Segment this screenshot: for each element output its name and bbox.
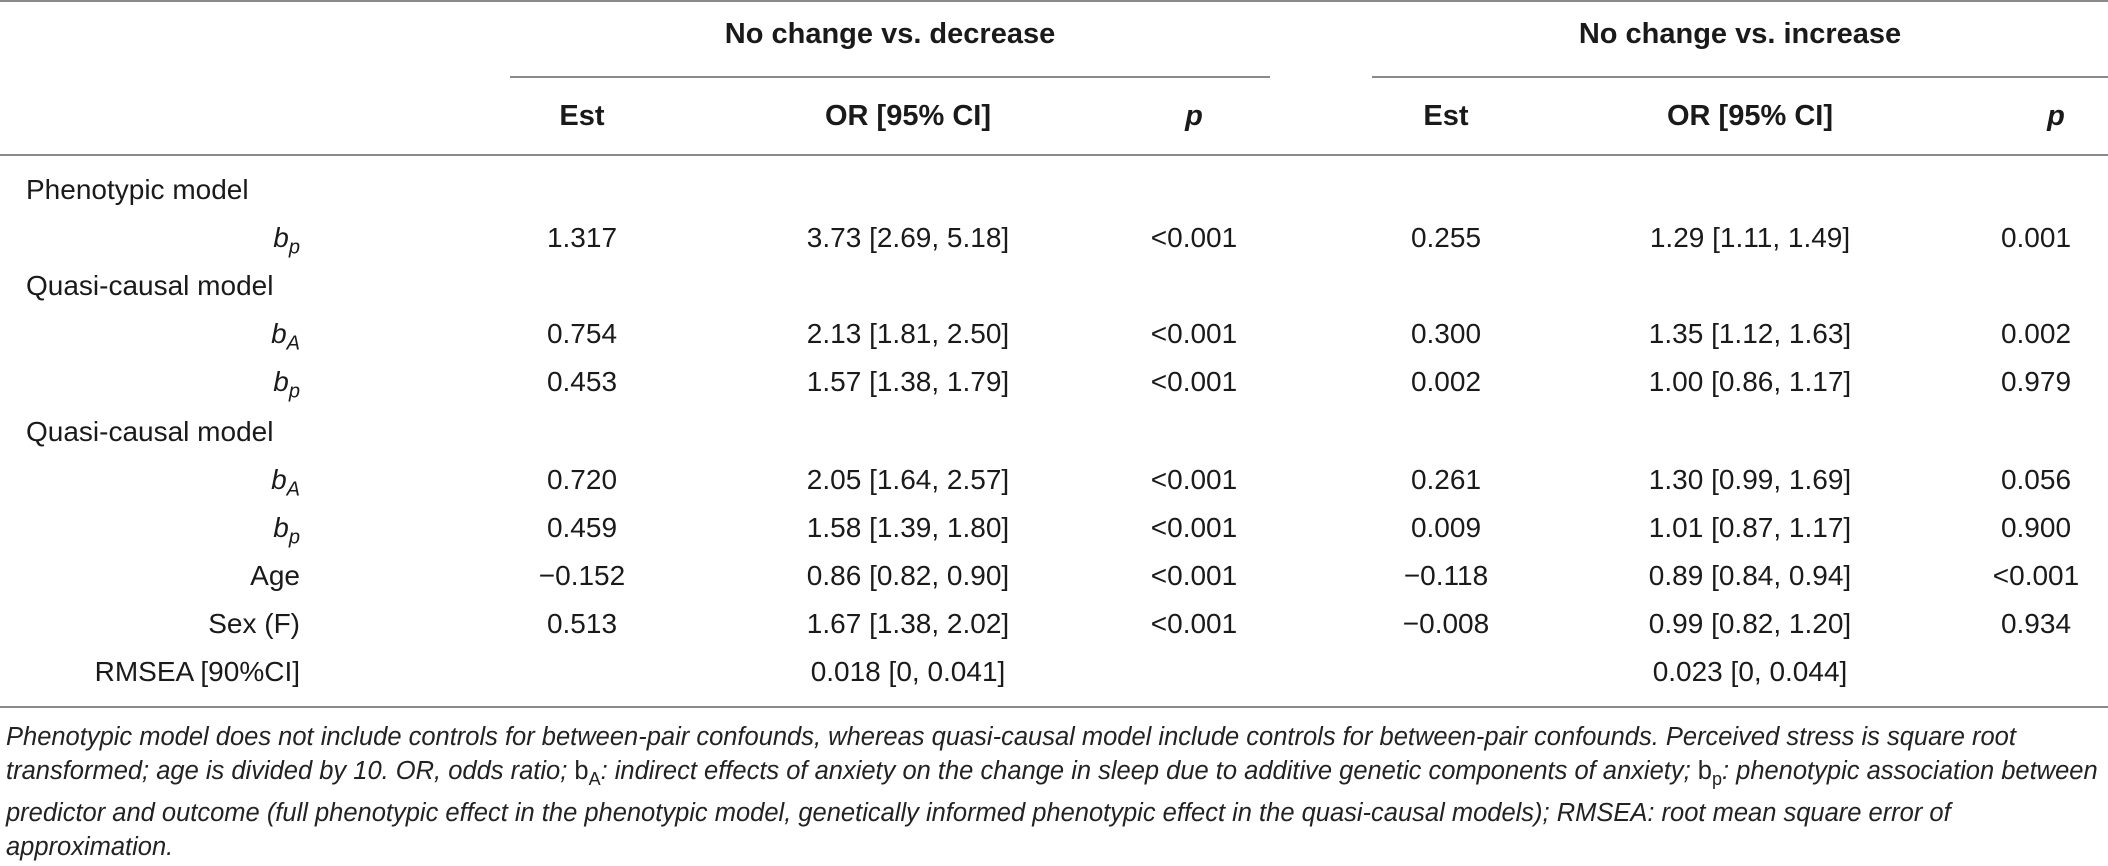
- est-decrease: 0.459: [546, 512, 618, 543]
- est-decrease: 0.720: [546, 464, 618, 495]
- p-increase: 0.900: [2000, 512, 2072, 543]
- table-row: bp 1.317 3.73 [2.69, 5.18] <0.001 0.255 …: [0, 212, 2108, 260]
- rmsea-decrease: 0.018 [0, 0.041]: [810, 656, 1006, 687]
- col-header-p-increase: p: [2047, 100, 2065, 132]
- p-decrease: <0.001: [1150, 222, 1238, 253]
- table-row: bp 0.453 1.57 [1.38, 1.79] <0.001 0.002 …: [0, 356, 2108, 404]
- table-row: bA 0.754 2.13 [1.81, 2.50] <0.001 0.300 …: [0, 308, 2108, 356]
- p-increase: 0.934: [2000, 608, 2072, 639]
- predictor-label: bp: [273, 222, 300, 259]
- section-label: Phenotypic model: [26, 174, 249, 205]
- p-decrease: <0.001: [1150, 464, 1238, 495]
- est-increase: 0.300: [1410, 318, 1482, 349]
- p-decrease: <0.001: [1150, 608, 1238, 639]
- est-increase: −0.118: [1403, 560, 1489, 591]
- table-row: bp 0.459 1.58 [1.39, 1.80] <0.001 0.009 …: [0, 502, 2108, 550]
- col-header-or-increase: OR [95% CI]: [1667, 100, 1833, 132]
- table-row: Age −0.152 0.86 [0.82, 0.90] <0.001 −0.1…: [0, 550, 2108, 598]
- or-decrease: 1.58 [1.39, 1.80]: [806, 512, 1010, 543]
- section-row-quasi-causal: Quasi-causal model: [0, 406, 2108, 454]
- or-increase: 1.00 [0.86, 1.17]: [1648, 366, 1852, 397]
- group-underline-decrease: [510, 76, 1270, 78]
- footnote-symbol-ba: bA: [574, 757, 601, 790]
- p-decrease: <0.001: [1150, 366, 1238, 397]
- table-top-rule: [0, 0, 2108, 2]
- est-decrease: 1.317: [546, 222, 618, 253]
- or-increase: 1.01 [0.87, 1.17]: [1648, 512, 1852, 543]
- predictor-label: bp: [273, 512, 300, 549]
- col-header-p-decrease: p: [1185, 100, 1203, 132]
- col-header-est-increase: Est: [1423, 100, 1469, 132]
- p-decrease: <0.001: [1150, 560, 1238, 591]
- section-label: Quasi-causal model: [26, 416, 274, 447]
- footnote-text: : phenotypic association between predict…: [6, 757, 2098, 862]
- table-bottom-rule: [0, 706, 2108, 708]
- p-increase: 0.002: [2000, 318, 2072, 349]
- group-underline-increase: [1372, 76, 2108, 78]
- est-increase: 0.009: [1410, 512, 1482, 543]
- est-increase: 0.261: [1410, 464, 1482, 495]
- predictor-label: Age: [250, 560, 300, 591]
- table-row-rmsea: RMSEA [90%CI] 0.018 [0, 0.041] 0.023 [0,…: [0, 646, 2108, 694]
- header-bottom-rule: [0, 154, 2108, 156]
- est-decrease: −0.152: [538, 560, 626, 591]
- table-row: bA 0.720 2.05 [1.64, 2.57] <0.001 0.261 …: [0, 454, 2108, 502]
- footnote-text: Phenotypic model does not include contro…: [6, 723, 2016, 785]
- rmsea-increase: 0.023 [0, 0.044]: [1652, 656, 1848, 687]
- col-header-est-decrease: Est: [559, 100, 605, 132]
- footnote-text: : indirect effects of anxiety on the cha…: [600, 757, 1698, 785]
- est-decrease: 0.754: [546, 318, 618, 349]
- or-increase: 0.99 [0.82, 1.20]: [1648, 608, 1852, 639]
- est-decrease: 0.513: [546, 608, 618, 639]
- section-row-quasi-causal: Quasi-causal model: [0, 260, 2108, 308]
- or-decrease: 2.13 [1.81, 2.50]: [806, 318, 1010, 349]
- section-row-phenotypic: Phenotypic model: [0, 164, 2108, 212]
- predictor-label: bp: [273, 366, 300, 403]
- predictor-label: bA: [271, 318, 300, 355]
- or-increase: 1.29 [1.11, 1.49]: [1649, 222, 1851, 253]
- or-decrease: 3.73 [2.69, 5.18]: [806, 222, 1010, 253]
- or-decrease: 1.67 [1.38, 2.02]: [806, 608, 1010, 639]
- footnote-symbol-bp: bp: [1697, 757, 1722, 790]
- predictor-label: bA: [271, 464, 300, 501]
- or-decrease: 2.05 [1.64, 2.57]: [806, 464, 1010, 495]
- or-increase: 1.35 [1.12, 1.63]: [1648, 318, 1852, 349]
- p-decrease: <0.001: [1150, 318, 1238, 349]
- or-decrease: 1.57 [1.38, 1.79]: [806, 366, 1010, 397]
- group-header-increase: No change vs. increase: [1578, 18, 1902, 50]
- predictor-label: Sex (F): [208, 608, 300, 639]
- est-increase: 0.255: [1410, 222, 1482, 253]
- or-decrease: 0.86 [0.82, 0.90]: [806, 560, 1010, 591]
- est-decrease: 0.453: [546, 366, 618, 397]
- table-row: Sex (F) 0.513 1.67 [1.38, 2.02] <0.001 −…: [0, 598, 2108, 646]
- col-header-or-decrease: OR [95% CI]: [825, 100, 991, 132]
- p-increase: 0.001: [2000, 222, 2072, 253]
- p-increase: 0.979: [2000, 366, 2072, 397]
- est-increase: 0.002: [1410, 366, 1482, 397]
- p-increase: <0.001: [1992, 560, 2080, 591]
- predictor-label: RMSEA [90%CI]: [94, 656, 300, 687]
- group-header-decrease: No change vs. decrease: [724, 18, 1056, 50]
- table-footnote: Phenotypic model does not include contro…: [6, 720, 2102, 864]
- est-increase: −0.008: [1402, 608, 1490, 639]
- section-label: Quasi-causal model: [26, 270, 274, 301]
- p-decrease: <0.001: [1150, 512, 1238, 543]
- or-increase: 0.89 [0.84, 0.94]: [1648, 560, 1852, 591]
- or-increase: 1.30 [0.99, 1.69]: [1648, 464, 1852, 495]
- p-increase: 0.056: [2000, 464, 2072, 495]
